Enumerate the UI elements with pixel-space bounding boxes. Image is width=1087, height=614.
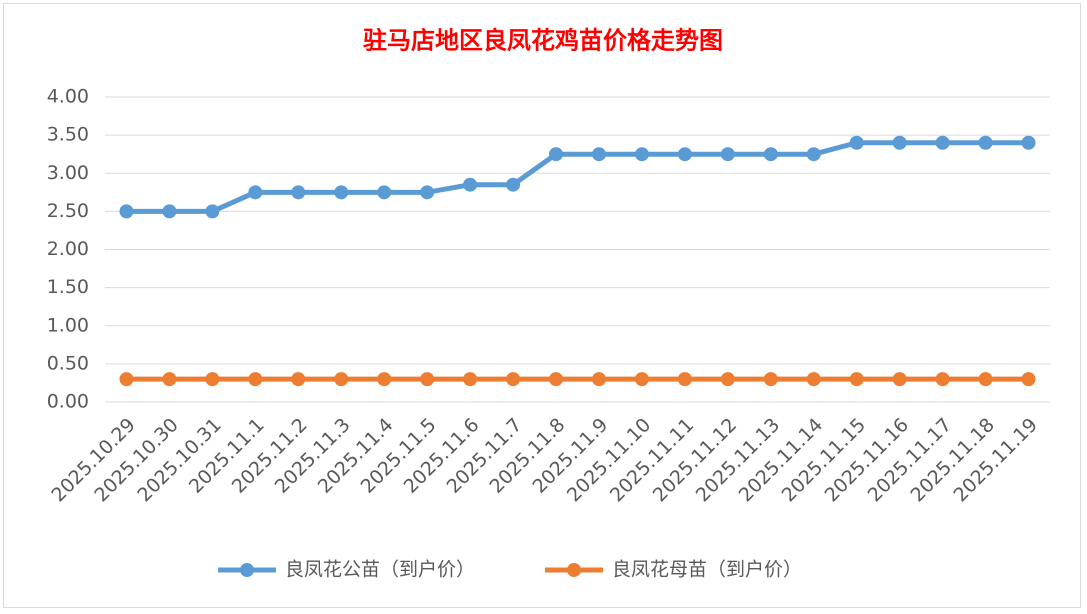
data-point xyxy=(720,372,735,387)
y-tick-label: 2.00 xyxy=(47,238,89,260)
data-point xyxy=(978,372,993,387)
data-point xyxy=(806,147,821,162)
data-point xyxy=(892,135,907,150)
data-point xyxy=(978,135,993,150)
data-point xyxy=(463,177,478,192)
series-line xyxy=(126,140,1029,214)
data-point xyxy=(377,372,392,387)
data-point xyxy=(634,147,649,162)
data-point xyxy=(506,177,521,192)
y-tick-label: 3.00 xyxy=(47,162,89,184)
legend-marker xyxy=(567,563,581,577)
data-point xyxy=(677,147,692,162)
data-point xyxy=(634,372,649,387)
data-point xyxy=(205,204,220,219)
y-tick-label: 1.50 xyxy=(47,276,89,298)
data-point xyxy=(935,135,950,150)
data-point xyxy=(849,135,864,150)
y-tick-label: 3.50 xyxy=(47,124,89,146)
data-point xyxy=(248,372,263,387)
data-point xyxy=(720,147,735,162)
data-point xyxy=(463,372,478,387)
data-point xyxy=(849,372,864,387)
data-point xyxy=(763,372,778,387)
data-point xyxy=(677,372,692,387)
data-point xyxy=(591,147,606,162)
data-point xyxy=(420,372,435,387)
data-point xyxy=(334,372,349,387)
y-tick-label: 2.50 xyxy=(47,200,89,222)
y-tick-label: 4.00 xyxy=(47,86,89,108)
data-point xyxy=(1021,372,1036,387)
y-tick-label: 0.00 xyxy=(47,391,89,413)
data-point xyxy=(549,147,564,162)
legend-marker xyxy=(240,563,254,577)
data-point xyxy=(935,372,950,387)
data-point xyxy=(248,185,263,200)
legend-label: 良凤花公苗（到户价） xyxy=(285,559,475,581)
data-point xyxy=(1021,135,1036,150)
data-point xyxy=(763,147,778,162)
data-point xyxy=(806,372,821,387)
data-point xyxy=(892,372,907,387)
legend-label: 良凤花母苗（到户价） xyxy=(612,559,802,581)
data-point xyxy=(420,185,435,200)
data-point xyxy=(119,372,134,387)
y-tick-label: 0.50 xyxy=(47,352,89,374)
data-point xyxy=(205,372,220,387)
data-point xyxy=(549,372,564,387)
data-point xyxy=(162,372,177,387)
data-point xyxy=(506,372,521,387)
chart-border xyxy=(3,3,1081,608)
data-point xyxy=(291,372,306,387)
y-tick-label: 1.00 xyxy=(47,314,89,336)
data-point xyxy=(591,372,606,387)
data-point xyxy=(119,204,134,219)
chart-title: 驻马店地区良凤花鸡苗价格走势图 xyxy=(363,26,723,55)
data-point xyxy=(162,204,177,219)
data-point xyxy=(334,185,349,200)
data-point xyxy=(377,185,392,200)
data-point xyxy=(291,185,306,200)
